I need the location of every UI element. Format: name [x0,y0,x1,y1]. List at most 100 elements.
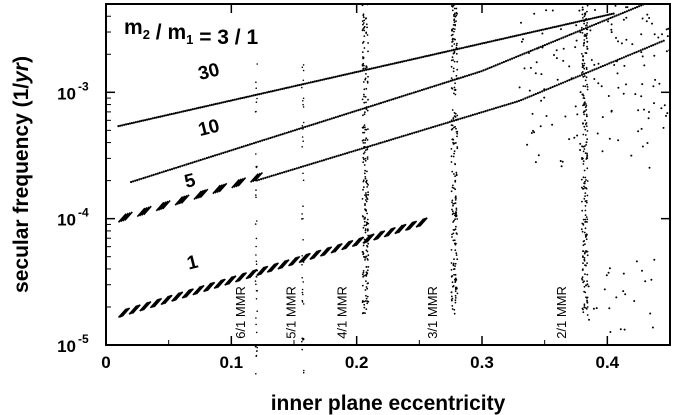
resonance-point [453,18,456,21]
resonance-point [582,244,585,247]
series-10-point [558,38,561,41]
resonance-point [455,46,458,49]
series-5-point [478,111,481,115]
scatter-point [551,9,554,12]
series-10-point [140,177,143,180]
resonance-point [582,311,585,314]
resonance-point [454,89,457,91]
series-30-point [197,106,200,109]
series-5-point [262,177,265,180]
resonance-point [364,169,366,172]
resonance-point [453,51,456,54]
scatter-point [576,113,579,116]
resonance-point [583,285,586,288]
series-10-point [588,25,592,28]
series-10-point [554,39,557,43]
resonance-point [362,161,365,164]
series-10-point [308,124,311,127]
series-10-point [474,72,477,75]
series-10-point [547,42,551,45]
resonance-point [453,92,455,95]
series-30-point [199,106,202,109]
series-5-point [264,176,267,179]
series-30-point [547,27,551,30]
resonance-point [454,273,457,276]
scatter-point [536,47,539,50]
resonance-point [581,307,584,310]
resonance-point [454,180,457,183]
resonance-point [366,186,368,188]
series-30-point [292,85,295,88]
series-10-point [283,132,286,135]
resonance-point [586,262,588,264]
series-5-point [622,56,626,59]
scatter-point [559,160,562,162]
series-30-point [507,36,510,39]
series-10-point [593,23,596,26]
series-30-point [372,67,375,70]
series-5-point [442,122,445,125]
series-5-point [587,71,590,74]
series-5-point [578,74,582,77]
series-10-point [457,77,460,80]
series-10-point [609,16,612,20]
resonance-point [361,63,364,66]
resonance-point [361,198,364,200]
series-5-point [658,41,661,44]
series-10-point [629,8,633,11]
resonance-point [367,234,369,237]
resonance-point [366,295,369,298]
series-10-point [611,16,614,19]
series-10-point [621,11,624,15]
series-5-point [549,86,552,89]
series-30-point [405,59,408,62]
series-5-point [281,171,284,174]
series-5-point [272,174,275,177]
series-10-point [529,49,532,53]
series-10-point [556,38,559,42]
series-5-point [427,127,430,130]
series-5-point [322,159,326,162]
resonance-point [453,38,456,41]
resonance-point [364,259,366,261]
series-30-point [342,73,345,77]
series-10-point [541,44,545,48]
series-30-point [589,17,592,20]
series-30-point [576,20,579,23]
series-30-point [328,77,331,80]
scatter-point [625,83,627,86]
series-30-point [250,94,253,97]
resonance-point [452,239,455,242]
series-30-point [500,38,503,41]
scatter-point [585,141,588,144]
resonance-point [451,210,454,213]
resonance-point [586,45,588,48]
resonance-point [450,291,453,293]
series-5-dash [195,189,205,200]
resonance-point [453,219,455,222]
series-1-dash [164,294,173,305]
scatter-point [528,89,531,92]
scatter-point [555,57,558,60]
resonance-point [366,269,369,272]
series-10-point [287,131,290,134]
scatter-point [545,9,548,12]
resonance-point [585,113,588,116]
series-5-point [538,91,542,94]
series-5-point [285,170,288,173]
resonance-point [254,111,257,113]
series-10-point [355,109,358,112]
series-10-point [480,70,483,73]
resonance-point [366,34,369,36]
series-10-point [410,92,413,95]
resonance-point [365,271,368,274]
series-30-point [418,56,421,59]
series-10-point [148,175,151,178]
series-1-dash [217,278,226,288]
resonance-point [581,230,584,233]
scatter-point [544,28,547,30]
resonance-point [363,151,366,154]
scatter-point [648,166,651,169]
resonance-point [582,262,584,265]
resonance-point [453,273,455,276]
